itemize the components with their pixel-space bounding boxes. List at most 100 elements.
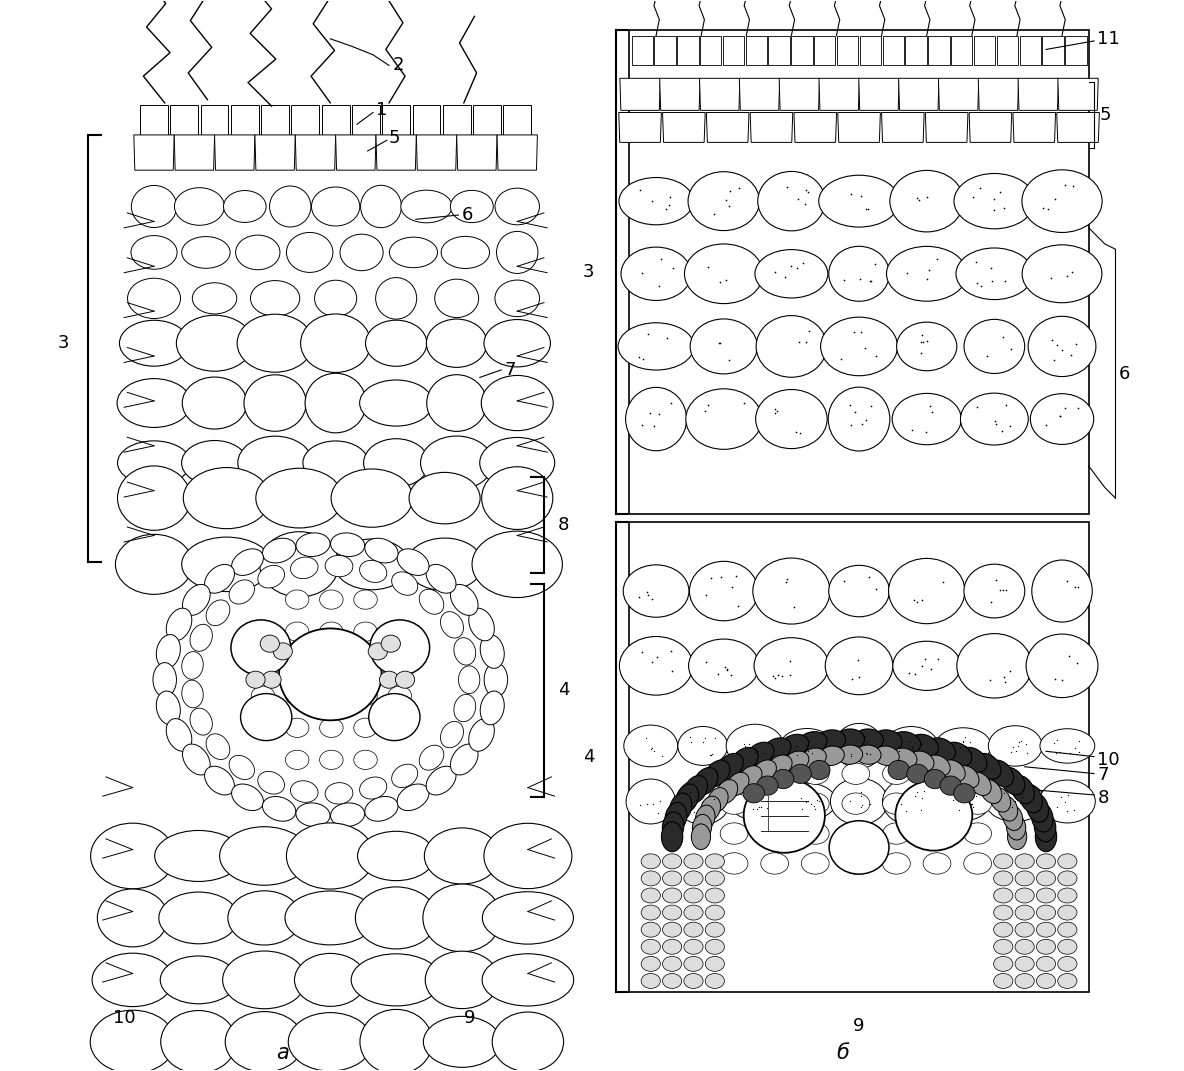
Ellipse shape	[360, 560, 387, 583]
Ellipse shape	[406, 538, 483, 590]
Ellipse shape	[320, 750, 343, 769]
Text: б: б	[837, 1042, 849, 1062]
Ellipse shape	[993, 922, 1012, 937]
Ellipse shape	[369, 620, 430, 676]
Ellipse shape	[250, 281, 300, 316]
Polygon shape	[882, 112, 925, 142]
Ellipse shape	[706, 854, 725, 869]
Ellipse shape	[761, 793, 789, 814]
Ellipse shape	[223, 951, 307, 1009]
Ellipse shape	[450, 744, 478, 775]
Ellipse shape	[251, 654, 275, 674]
Ellipse shape	[1000, 768, 1024, 795]
Ellipse shape	[684, 244, 762, 303]
Ellipse shape	[227, 891, 301, 945]
Ellipse shape	[1008, 824, 1027, 849]
Ellipse shape	[953, 784, 974, 803]
Ellipse shape	[964, 793, 991, 814]
Ellipse shape	[469, 608, 495, 640]
Ellipse shape	[874, 746, 899, 766]
Ellipse shape	[798, 731, 826, 754]
Ellipse shape	[1057, 974, 1077, 989]
Ellipse shape	[1031, 802, 1053, 832]
Ellipse shape	[842, 823, 870, 844]
Ellipse shape	[706, 871, 725, 886]
Ellipse shape	[1036, 854, 1056, 869]
Ellipse shape	[882, 823, 910, 844]
Bar	[837, 35, 858, 65]
Ellipse shape	[450, 585, 478, 616]
Ellipse shape	[892, 748, 916, 768]
Ellipse shape	[985, 782, 1045, 821]
Ellipse shape	[642, 888, 661, 903]
Ellipse shape	[761, 853, 789, 874]
Ellipse shape	[663, 871, 682, 886]
Ellipse shape	[990, 787, 1011, 812]
Ellipse shape	[425, 951, 498, 1009]
Polygon shape	[751, 112, 793, 142]
Ellipse shape	[355, 887, 437, 949]
Ellipse shape	[625, 388, 687, 451]
Ellipse shape	[707, 787, 728, 812]
Ellipse shape	[368, 694, 420, 741]
Ellipse shape	[480, 437, 555, 488]
Ellipse shape	[285, 687, 309, 706]
Ellipse shape	[829, 565, 889, 617]
Ellipse shape	[802, 748, 826, 768]
Ellipse shape	[420, 436, 493, 489]
Ellipse shape	[663, 888, 682, 903]
Ellipse shape	[287, 823, 374, 889]
Ellipse shape	[159, 892, 238, 944]
Ellipse shape	[1036, 939, 1056, 954]
Ellipse shape	[830, 779, 888, 825]
Ellipse shape	[484, 319, 551, 367]
Text: 10: 10	[1098, 751, 1120, 769]
Ellipse shape	[895, 780, 972, 850]
Bar	[382, 105, 410, 135]
Ellipse shape	[802, 793, 829, 814]
Ellipse shape	[855, 745, 881, 765]
Ellipse shape	[619, 636, 693, 695]
Ellipse shape	[495, 280, 540, 317]
Ellipse shape	[320, 654, 343, 674]
Polygon shape	[134, 135, 174, 170]
Ellipse shape	[182, 680, 204, 708]
Ellipse shape	[295, 953, 366, 1007]
Ellipse shape	[663, 905, 682, 920]
Ellipse shape	[809, 760, 830, 780]
Ellipse shape	[618, 322, 694, 371]
Bar	[630, 522, 1089, 992]
Ellipse shape	[993, 939, 1012, 954]
Bar	[928, 35, 950, 65]
Polygon shape	[700, 78, 740, 110]
Ellipse shape	[365, 539, 398, 563]
Ellipse shape	[426, 766, 456, 795]
Ellipse shape	[176, 315, 252, 372]
Bar	[1019, 35, 1041, 65]
Polygon shape	[214, 135, 255, 170]
Ellipse shape	[453, 694, 476, 722]
Ellipse shape	[684, 775, 707, 803]
Ellipse shape	[301, 314, 371, 373]
Polygon shape	[970, 112, 1012, 142]
Ellipse shape	[285, 654, 309, 674]
Ellipse shape	[320, 590, 343, 609]
Ellipse shape	[450, 191, 494, 223]
Ellipse shape	[663, 922, 682, 937]
Ellipse shape	[729, 783, 780, 820]
Ellipse shape	[1006, 814, 1025, 840]
Ellipse shape	[842, 853, 870, 874]
Ellipse shape	[924, 823, 951, 844]
Ellipse shape	[131, 185, 176, 227]
Ellipse shape	[676, 779, 729, 825]
Ellipse shape	[882, 778, 940, 825]
Ellipse shape	[354, 590, 378, 609]
Ellipse shape	[684, 922, 703, 937]
Ellipse shape	[691, 824, 710, 849]
Ellipse shape	[365, 797, 398, 821]
Bar	[352, 105, 380, 135]
Ellipse shape	[944, 742, 972, 766]
Ellipse shape	[495, 188, 540, 225]
Ellipse shape	[892, 731, 921, 754]
Ellipse shape	[626, 779, 675, 824]
